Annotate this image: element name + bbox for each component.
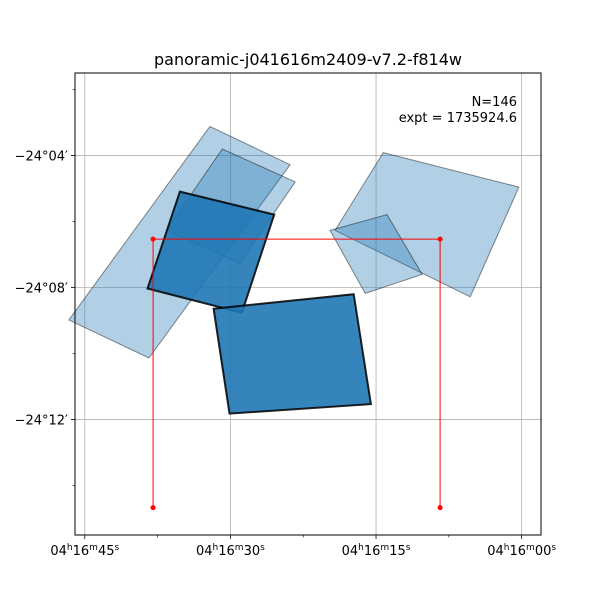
x-tick-label: 04h16m00s <box>487 543 556 559</box>
x-tick-label: 04h16m30s <box>196 543 265 559</box>
chart-title: panoramic-j041616m2409-v7.2-f814w <box>154 50 462 69</box>
exposure-footprint <box>329 214 423 295</box>
y-tick-label: −24°08′ <box>15 281 68 296</box>
footprints <box>68 125 520 415</box>
highlight-box-outline <box>152 238 441 508</box>
highlight-box-vertex <box>150 236 156 242</box>
x-axis: 04h16m45s 04h16m30s 04h16m15s 04h16m00s <box>50 535 556 559</box>
annotation-exposure: expt = 1735924.6 <box>399 111 517 126</box>
highlight-box-vertex <box>437 505 443 511</box>
axes-frame <box>74 72 542 536</box>
x-tick-label: 04h16m45s <box>50 543 119 559</box>
highlight-box-vertex <box>437 236 443 242</box>
y-axis: −24°04′ −24°08′ −24°12′ <box>15 89 75 486</box>
x-tick-label: 04h16m15s <box>342 543 411 559</box>
highlight-box <box>150 236 443 511</box>
exposure-footprint <box>334 152 520 298</box>
exposure-footprint <box>212 293 373 415</box>
annotation-count: N=146 <box>472 95 517 110</box>
y-tick-label: −24°12′ <box>15 414 68 429</box>
y-tick-label: −24°04′ <box>15 150 68 165</box>
highlight-box-vertex <box>150 505 156 511</box>
